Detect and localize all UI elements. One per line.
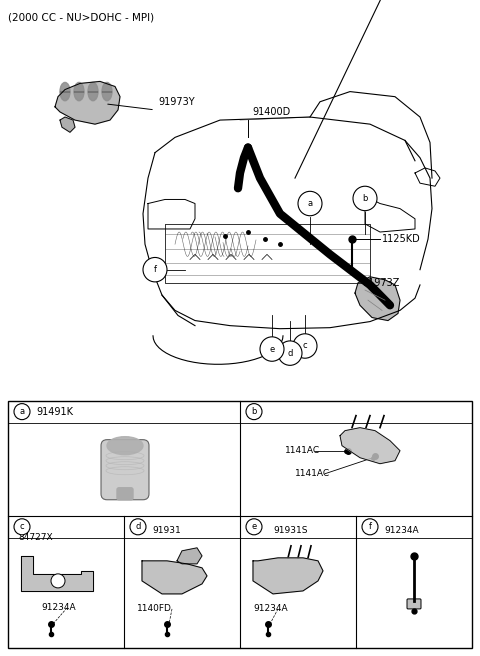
Polygon shape xyxy=(340,428,400,464)
Text: 1141AC: 1141AC xyxy=(285,446,320,455)
Circle shape xyxy=(293,334,317,358)
Text: 91234A: 91234A xyxy=(41,604,76,613)
Text: e: e xyxy=(269,344,275,354)
Text: b: b xyxy=(362,194,368,203)
Text: 1141AC: 1141AC xyxy=(295,469,330,478)
Text: d: d xyxy=(135,522,141,531)
Text: 91973Y: 91973Y xyxy=(158,97,194,107)
Text: 91234A: 91234A xyxy=(384,526,419,535)
Polygon shape xyxy=(60,117,75,133)
Ellipse shape xyxy=(74,83,84,101)
Circle shape xyxy=(298,192,322,216)
Text: 1125KD: 1125KD xyxy=(382,234,421,244)
Text: a: a xyxy=(307,199,312,208)
Circle shape xyxy=(362,519,378,535)
Polygon shape xyxy=(355,277,400,321)
Circle shape xyxy=(143,257,167,282)
Text: 91931: 91931 xyxy=(152,526,181,535)
Ellipse shape xyxy=(102,83,112,101)
Circle shape xyxy=(278,341,302,365)
Text: c: c xyxy=(20,522,24,531)
Circle shape xyxy=(260,337,284,361)
Circle shape xyxy=(51,574,65,588)
Ellipse shape xyxy=(107,437,143,455)
Text: b: b xyxy=(252,407,257,416)
Text: 91973Z: 91973Z xyxy=(362,278,399,288)
Text: f: f xyxy=(369,522,372,531)
Circle shape xyxy=(14,519,30,535)
Polygon shape xyxy=(142,561,207,594)
Circle shape xyxy=(14,403,30,420)
Polygon shape xyxy=(55,81,120,124)
Text: a: a xyxy=(19,407,24,416)
Circle shape xyxy=(246,403,262,420)
Ellipse shape xyxy=(60,83,70,101)
Circle shape xyxy=(246,519,262,535)
Polygon shape xyxy=(177,548,202,564)
Text: 91234A: 91234A xyxy=(253,604,288,613)
Text: d: d xyxy=(288,348,293,358)
Text: 1140FD: 1140FD xyxy=(137,604,172,613)
Text: 84727X: 84727X xyxy=(18,533,53,543)
Text: 91491K: 91491K xyxy=(36,407,73,417)
FancyBboxPatch shape xyxy=(117,488,133,500)
FancyBboxPatch shape xyxy=(101,440,149,500)
Polygon shape xyxy=(21,556,93,591)
Circle shape xyxy=(130,519,146,535)
Circle shape xyxy=(353,186,377,211)
Text: f: f xyxy=(154,265,156,274)
Text: 91400D: 91400D xyxy=(252,107,290,117)
Text: 91931S: 91931S xyxy=(273,526,308,535)
Text: c: c xyxy=(303,342,307,350)
Text: e: e xyxy=(252,522,257,531)
FancyBboxPatch shape xyxy=(407,599,421,609)
Polygon shape xyxy=(253,558,323,594)
Text: (2000 CC - NU>DOHC - MPI): (2000 CC - NU>DOHC - MPI) xyxy=(8,12,154,22)
Ellipse shape xyxy=(88,83,98,101)
